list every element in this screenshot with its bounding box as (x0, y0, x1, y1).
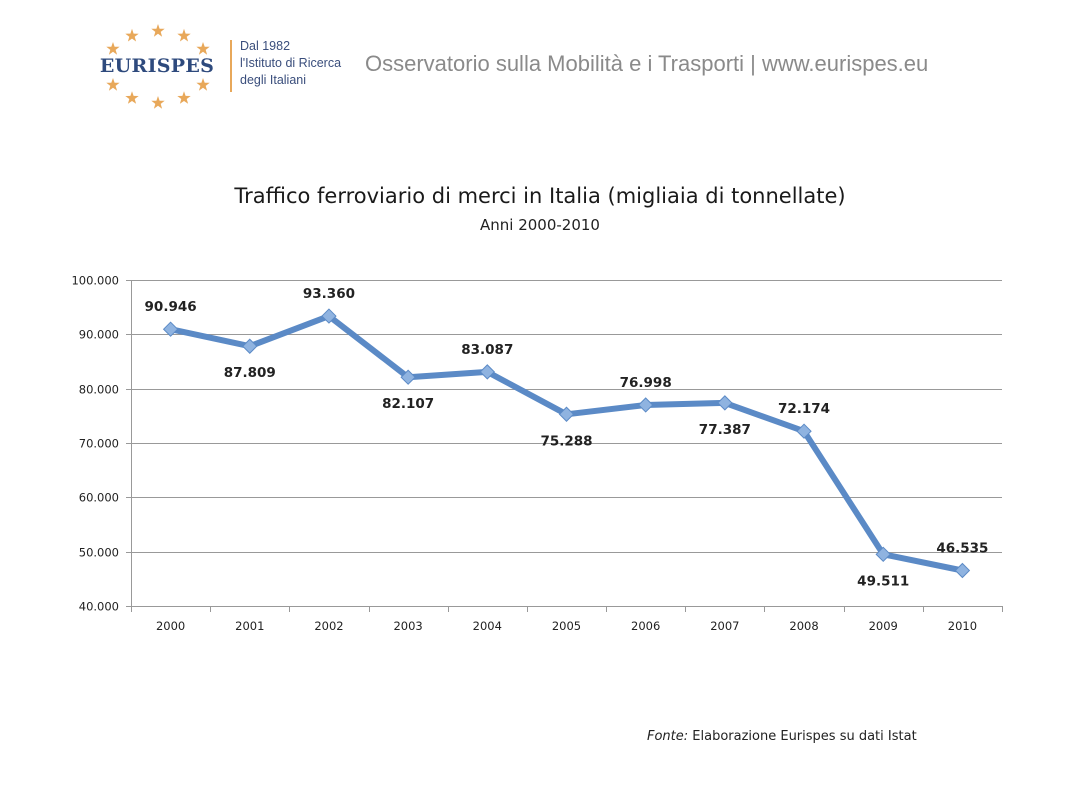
data-label: 46.535 (936, 540, 988, 556)
x-tick-label: 2010 (948, 619, 977, 633)
data-label: 83.087 (461, 342, 513, 358)
logo-text: EURISPES (99, 55, 215, 77)
x-tick-label: 2003 (393, 619, 422, 633)
logo-star-icon (125, 91, 139, 104)
logo-star-icon (177, 28, 191, 42)
logo-star-icon (125, 28, 139, 42)
data-point-marker (479, 364, 496, 380)
data-point-marker (717, 395, 733, 411)
data-label: 76.998 (620, 375, 672, 391)
tagline-line: degli Italiani (240, 73, 307, 87)
x-tick-label: 2000 (156, 619, 185, 633)
logo-star-icon (106, 78, 120, 91)
x-tick-label: 2009 (869, 619, 898, 633)
logo-divider (230, 40, 232, 92)
data-point-marker (796, 423, 812, 439)
data-label: 90.946 (145, 299, 197, 315)
x-tick-label: 2004 (473, 619, 502, 633)
logo-star-icon (151, 96, 165, 109)
data-point-marker (400, 369, 416, 385)
y-tick-label: 90.000 (79, 328, 119, 342)
tagline-line: Dal 1982 (240, 39, 291, 53)
x-tick-label: 2008 (789, 619, 818, 633)
source-note: Fonte: Elaborazione Eurispes su dati Ist… (647, 729, 917, 744)
data-point-marker (558, 406, 575, 422)
y-tick-label: 40.000 (79, 600, 119, 614)
logo-star-icon (106, 42, 120, 55)
y-tick-label: 100.000 (71, 274, 119, 288)
x-tick-label: 2002 (314, 619, 343, 633)
data-label: 82.107 (382, 396, 434, 412)
page-header: EURISPES Dal 1982 l'Istituto di Ricerca … (0, 0, 1080, 120)
data-label: 49.511 (857, 573, 909, 589)
y-tick-label: 60.000 (79, 491, 119, 505)
data-label: 77.387 (699, 422, 751, 438)
y-tick-label: 80.000 (79, 383, 119, 397)
data-label: 75.288 (540, 433, 592, 449)
source-text: Elaborazione Eurispes su dati Istat (688, 729, 917, 744)
tagline-line: l'Istituto di Ricerca (240, 56, 342, 70)
data-point-marker (162, 321, 179, 337)
source-label: Fonte: (647, 729, 689, 744)
chart-title: Traffico ferroviario di merci in Italia … (234, 184, 846, 208)
data-point-marker (637, 397, 654, 413)
chart-subtitle: Anni 2000-2010 (480, 216, 600, 234)
eurispes-logo-stars-icon (106, 24, 210, 109)
logo-tagline: Dal 1982 l'Istituto di Ricerca degli Ita… (240, 38, 341, 89)
logo-star-icon (177, 91, 191, 104)
x-tick-label: 2006 (631, 619, 660, 633)
data-point-marker (242, 338, 258, 354)
data-point-marker (875, 546, 891, 563)
x-tick-label: 2005 (552, 619, 581, 633)
x-tick-label: 2001 (235, 619, 264, 633)
y-tick-label: 70.000 (79, 437, 119, 451)
observatory-title: Osservatorio sulla Mobilità e i Trasport… (365, 51, 929, 76)
data-label: 72.174 (778, 401, 830, 417)
y-tick-label: 50.000 (79, 546, 119, 560)
data-point-marker (321, 308, 337, 324)
logo-star-icon (151, 24, 165, 37)
data-label: 87.809 (224, 365, 276, 381)
data-point-marker (954, 562, 971, 579)
data-label: 93.360 (303, 286, 355, 302)
x-tick-label: 2007 (710, 619, 739, 633)
logo-star-icon (196, 42, 210, 55)
logo-star-icon (196, 78, 210, 91)
